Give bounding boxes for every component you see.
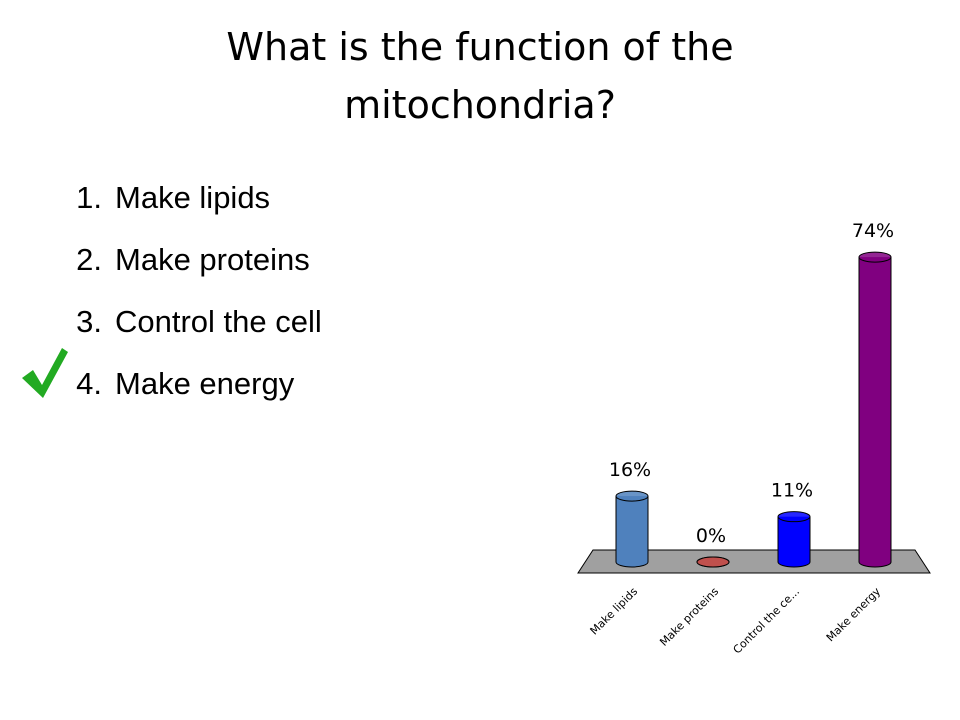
category-label: Make energy: [824, 585, 884, 645]
bar: [777, 511, 811, 568]
option-number: 4.: [76, 366, 102, 401]
bar: [615, 490, 649, 568]
option-number: 3.: [76, 304, 102, 339]
bar-top: [696, 556, 730, 568]
category-label: Make proteins: [657, 585, 721, 649]
value-label: 16%: [609, 459, 651, 481]
option-text: Make lipids: [115, 180, 270, 215]
bar-body: [778, 516, 810, 562]
title-line: What is the function of the: [226, 25, 733, 69]
bar-body: [859, 257, 891, 562]
check-mark: [22, 348, 68, 398]
bar-top: [777, 511, 811, 523]
option-number: 1.: [76, 180, 102, 215]
bar-top: [858, 251, 892, 263]
bar: [858, 251, 892, 568]
value-label: 0%: [696, 525, 726, 547]
option-text: Control the cell: [115, 304, 322, 339]
chart-floor: [577, 549, 931, 574]
category-label: Control the ce...: [731, 585, 803, 657]
category-label: Make lipids: [588, 585, 641, 638]
bar-body: [616, 496, 648, 562]
option-text: Make proteins: [115, 242, 310, 277]
value-label: 11%: [771, 480, 813, 502]
title-line: mitochondria?: [344, 83, 616, 127]
value-label: 74%: [852, 220, 894, 242]
bar-top: [615, 490, 649, 502]
option-text: Make energy: [115, 366, 295, 401]
bar: [696, 556, 730, 568]
option-number: 2.: [76, 242, 102, 277]
